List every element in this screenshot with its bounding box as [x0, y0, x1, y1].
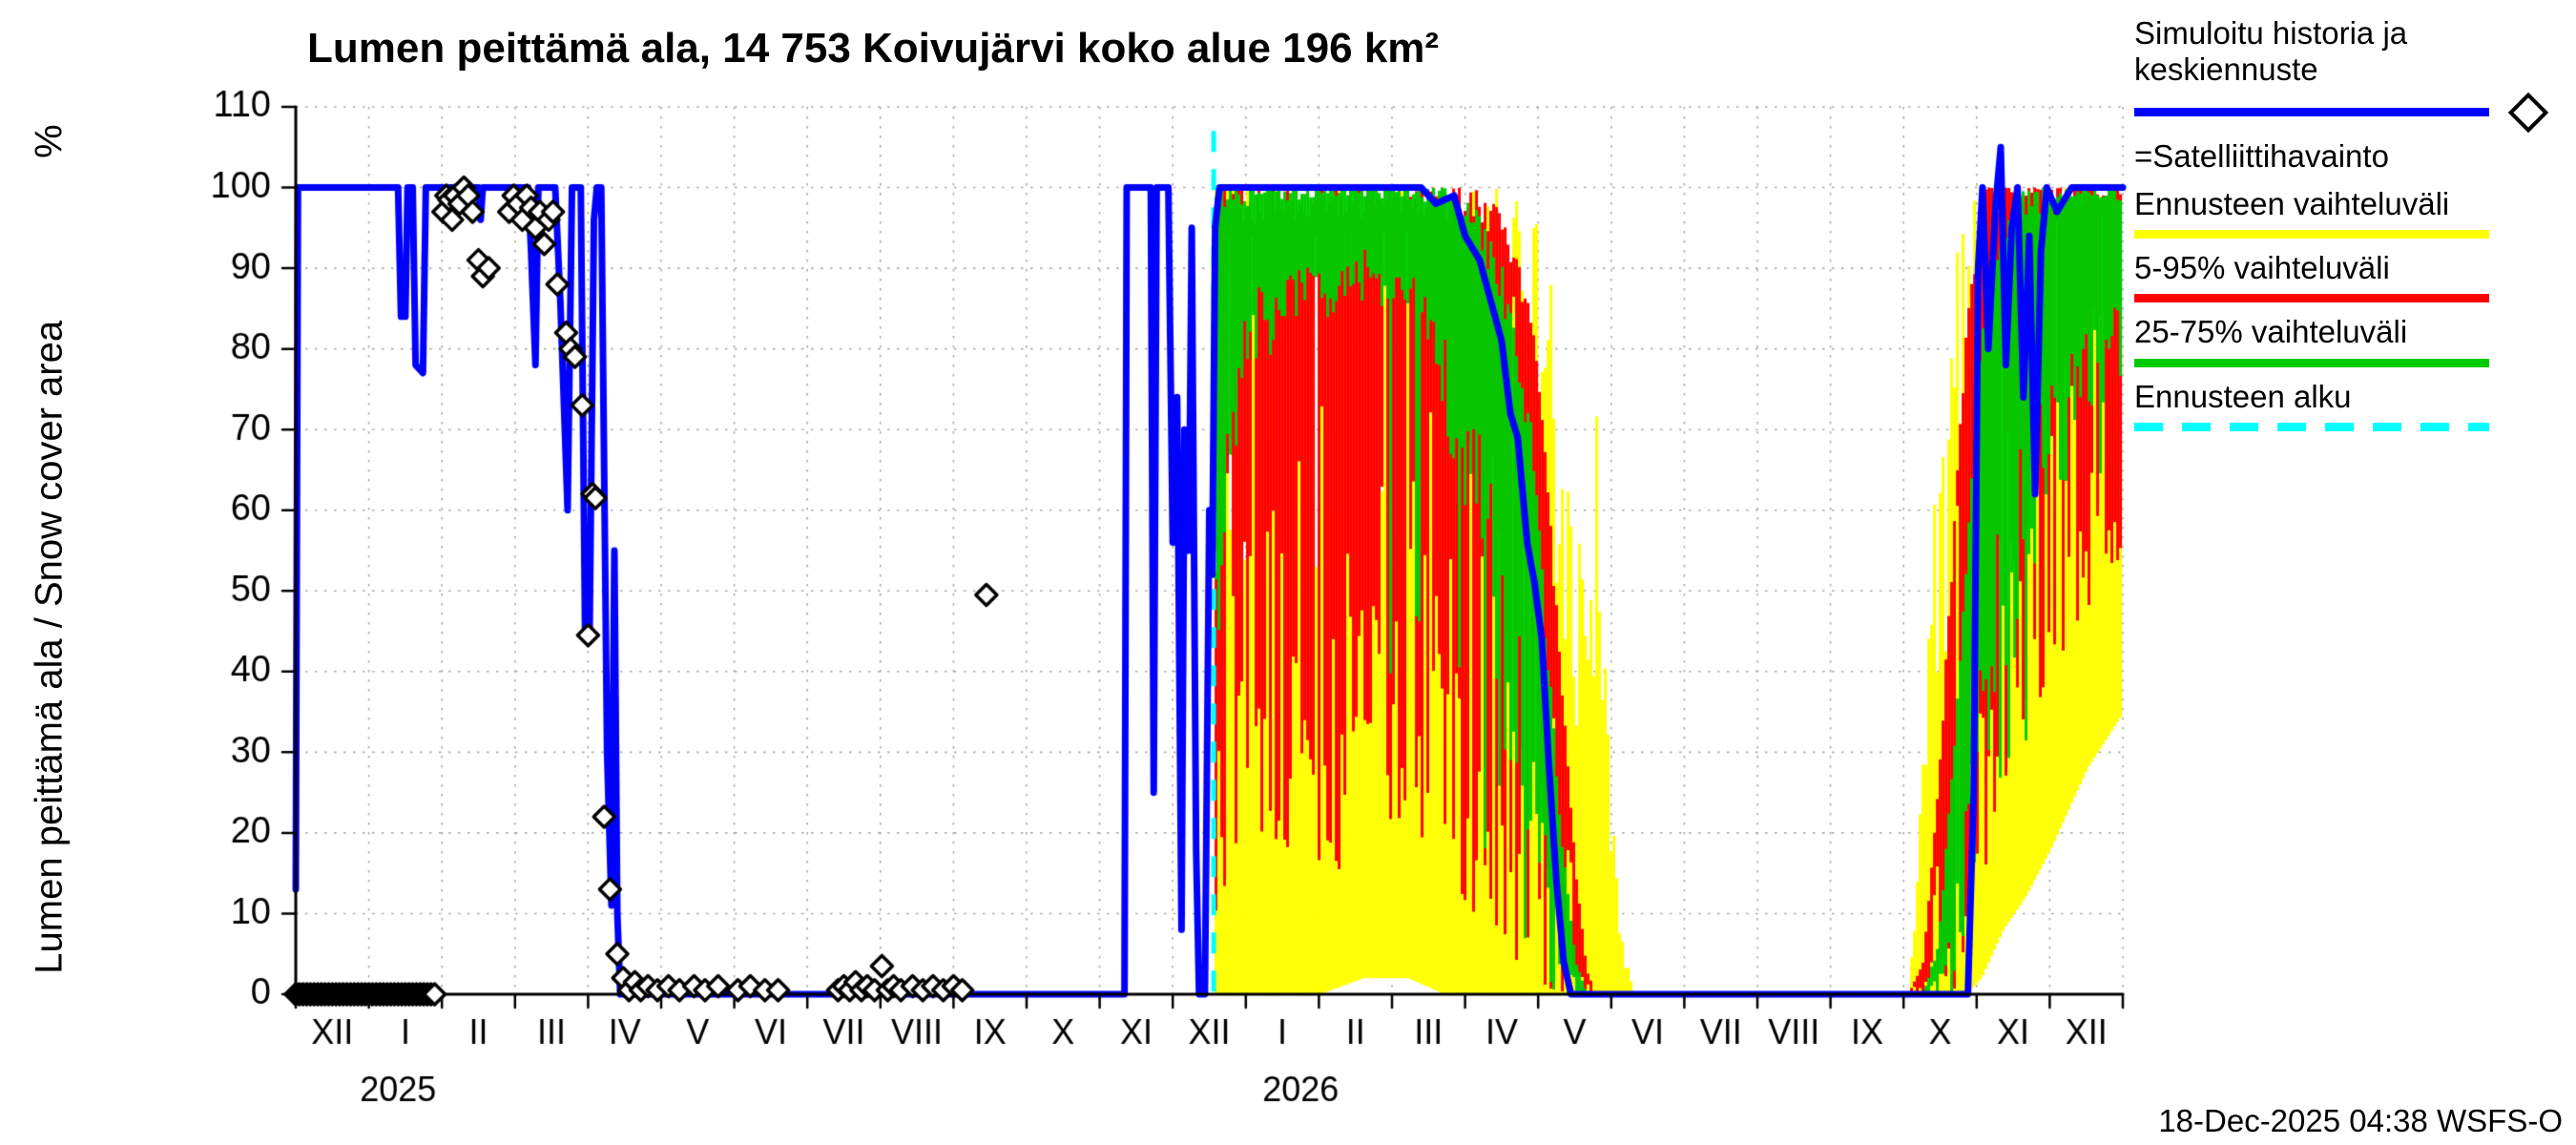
legend-label-25-75: 25-75% vaihteluväli	[2134, 314, 2408, 350]
legend-label-history: Simuloitu historia ja keskiennuste	[2134, 15, 2408, 88]
legend-line-history	[2134, 108, 2489, 117]
legend-line-forecast-range	[2134, 230, 2489, 239]
legend-label-5-95: 5-95% vaihteluväli	[2134, 250, 2390, 286]
legend-label-forecast-range: Ennusteen vaihteluväli	[2134, 185, 2450, 221]
legend-entry-5-95: 5-95% vaihteluväli	[2134, 250, 2569, 303]
legend-line-forecast-start	[2134, 422, 2489, 431]
legend-swatch-row-history	[2134, 92, 2569, 133]
legend: Simuloitu historia ja keskiennuste =Sate…	[2134, 15, 2569, 443]
legend-entry-25-75: 25-75% vaihteluväli	[2134, 314, 2569, 367]
legend-entry-forecast-range: Ennusteen vaihteluväli	[2134, 186, 2569, 239]
legend-label-forecast-start: Ennusteen alku	[2134, 378, 2352, 414]
legend-entry-forecast-start: Ennusteen alku	[2134, 379, 2569, 431]
satellite-diamond-icon	[2507, 92, 2549, 133]
legend-entry-satellite: =Satelliittihavainto	[2134, 138, 2569, 175]
legend-label-satellite: =Satelliittihavainto	[2134, 137, 2389, 174]
timestamp: 18-Dec-2025 04:38 WSFS-O	[2158, 1103, 2563, 1138]
legend-line-5-95	[2134, 294, 2489, 303]
legend-entry-history: Simuloitu historia ja keskiennuste	[2134, 15, 2569, 133]
chart-title: Lumen peittämä ala, 14 753 Koivujärvi ko…	[307, 25, 1440, 72]
legend-line-25-75	[2134, 358, 2489, 367]
